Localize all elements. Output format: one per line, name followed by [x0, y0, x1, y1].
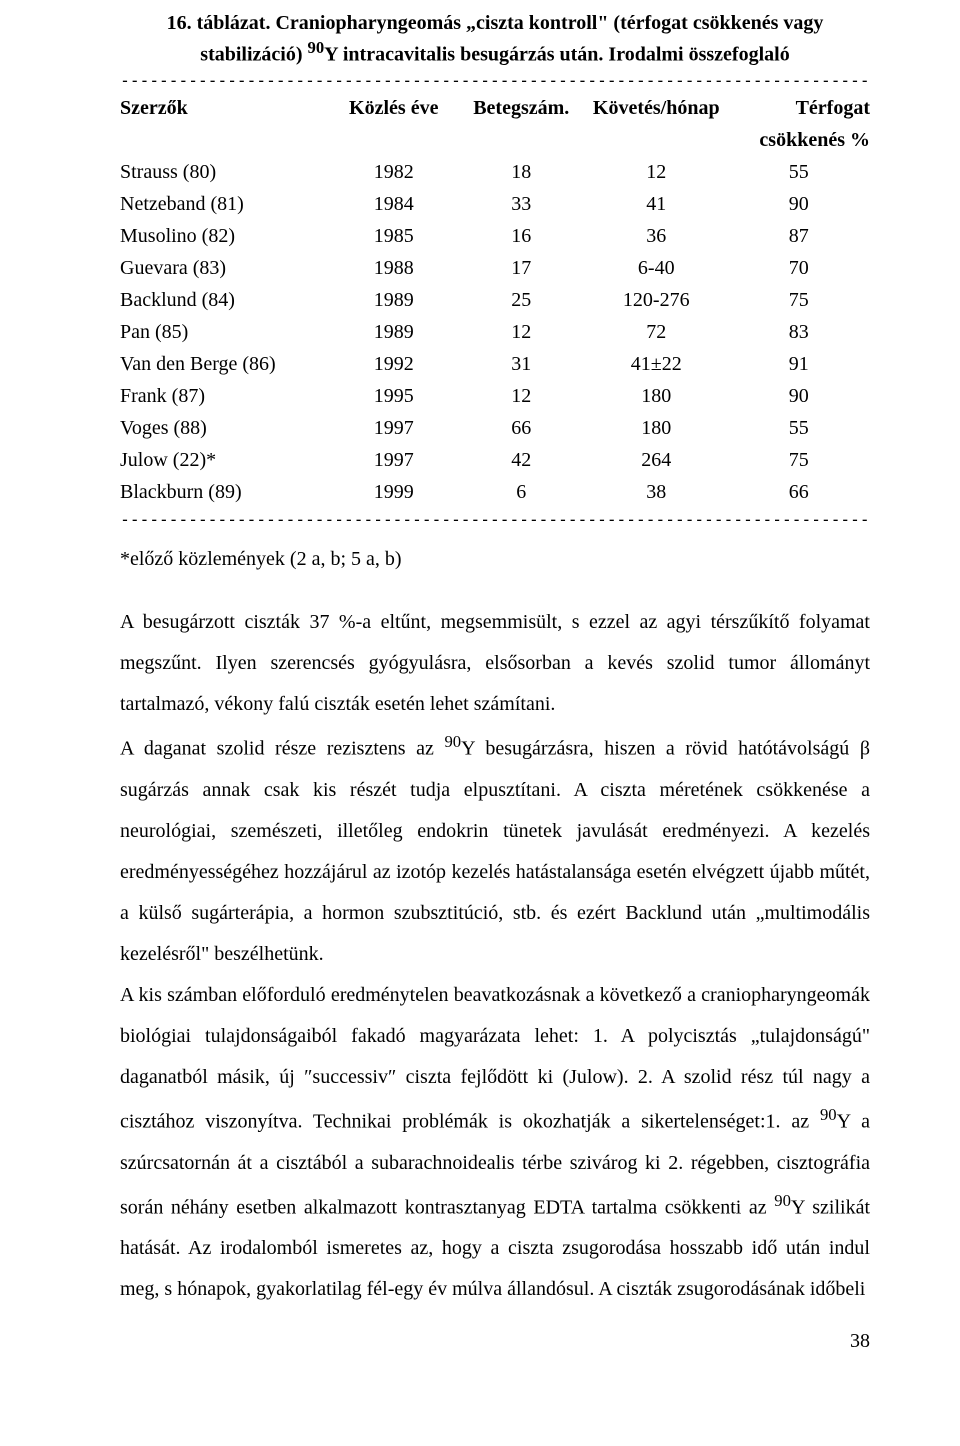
para3-part-a: A kis számban előforduló eredménytelen b…: [120, 984, 870, 1133]
cell-year: 1995: [330, 380, 458, 412]
cell-follow: 36: [585, 220, 728, 252]
cell-author: Pan (85): [120, 316, 330, 348]
body-paragraph-2: A daganat szolid része rezisztens az 90Y…: [120, 725, 870, 975]
cell-shrink: 75: [728, 444, 871, 476]
para3-sup2: 90: [774, 1191, 791, 1210]
cell-n: 6: [458, 476, 586, 508]
para2-part-a: A daganat szolid része rezisztens az: [120, 738, 444, 760]
cell-follow: 180: [585, 412, 728, 444]
table-row: Blackburn (89)199963866: [120, 476, 870, 508]
table-row: Frank (87)19951218090: [120, 380, 870, 412]
cell-year: 1988: [330, 252, 458, 284]
col-header-follow: Követés/hónap: [585, 92, 728, 125]
para2-sup1: 90: [444, 732, 461, 751]
divider-line-bottom: ----------------------------------------…: [120, 510, 870, 530]
table-row: Musolino (82)1985163687: [120, 220, 870, 252]
cell-follow: 180: [585, 380, 728, 412]
caption-line2-before: stabilizáció): [200, 44, 307, 66]
col-header-n: Betegszám.: [458, 92, 586, 125]
cell-shrink: 90: [728, 380, 871, 412]
literature-table: Szerzők Közlés éve Betegszám. Követés/hó…: [120, 92, 870, 508]
table-row: Guevara (83)1988176-4070: [120, 252, 870, 284]
cell-shrink: 70: [728, 252, 871, 284]
cell-year: 1989: [330, 284, 458, 316]
col-header-author: Szerzők: [120, 92, 330, 125]
cell-shrink: 91: [728, 348, 871, 380]
cell-shrink: 55: [728, 412, 871, 444]
col-header-shrink-l1: Térfogat: [728, 92, 871, 125]
cell-author: Guevara (83): [120, 252, 330, 284]
cell-shrink: 83: [728, 316, 871, 348]
table-header-row: Szerzők Közlés éve Betegszám. Követés/hó…: [120, 92, 870, 125]
cell-shrink: 75: [728, 284, 871, 316]
cell-year: 1992: [330, 348, 458, 380]
cell-year: 1997: [330, 444, 458, 476]
table-row: Netzeband (81)1984334190: [120, 188, 870, 220]
cell-author: Backlund (84): [120, 284, 330, 316]
table-row: Julow (22)*19974226475: [120, 444, 870, 476]
cell-author: Van den Berge (86): [120, 348, 330, 380]
cell-follow: 41: [585, 188, 728, 220]
cell-n: 12: [458, 380, 586, 412]
cell-author: Strauss (80): [120, 156, 330, 188]
cell-n: 12: [458, 316, 586, 348]
cell-n: 18: [458, 156, 586, 188]
cell-n: 17: [458, 252, 586, 284]
cell-shrink: 87: [728, 220, 871, 252]
cell-year: 1984: [330, 188, 458, 220]
cell-shrink: 66: [728, 476, 871, 508]
cell-follow: 264: [585, 444, 728, 476]
cell-follow: 38: [585, 476, 728, 508]
page-number: 38: [120, 1326, 870, 1356]
cell-shrink: 90: [728, 188, 871, 220]
cell-year: 1985: [330, 220, 458, 252]
cell-author: Blackburn (89): [120, 476, 330, 508]
table-row: Backlund (84)198925120-27675: [120, 284, 870, 316]
cell-year: 1982: [330, 156, 458, 188]
cell-follow: 6-40: [585, 252, 728, 284]
cell-follow: 120-276: [585, 284, 728, 316]
cell-author: Voges (88): [120, 412, 330, 444]
cell-n: 31: [458, 348, 586, 380]
cell-author: Netzeband (81): [120, 188, 330, 220]
table-caption: 16. táblázat. Craniopharyngeomás „ciszta…: [120, 10, 870, 69]
table-row: Voges (88)19976618055: [120, 412, 870, 444]
col-header-year: Közlés éve: [330, 92, 458, 125]
col-header-shrink-l2: csökkenés %: [728, 125, 871, 156]
table-footnote: *előző közlemények (2 a, b; 5 a, b): [120, 544, 870, 574]
caption-sup: 90: [308, 38, 325, 57]
table-row: Van den Berge (86)19923141±2291: [120, 348, 870, 380]
cell-n: 33: [458, 188, 586, 220]
body-paragraph-1: A besugárzott ciszták 37 %-a eltűnt, meg…: [120, 602, 870, 725]
cell-follow: 12: [585, 156, 728, 188]
cell-year: 1997: [330, 412, 458, 444]
cell-shrink: 55: [728, 156, 871, 188]
divider-line: ----------------------------------------…: [120, 71, 870, 91]
table-row: Strauss (80)1982181255: [120, 156, 870, 188]
cell-follow: 72: [585, 316, 728, 348]
cell-n: 66: [458, 412, 586, 444]
para2-part-b: Y besugárzásra, hiszen a rövid hatótávol…: [120, 738, 870, 965]
cell-n: 16: [458, 220, 586, 252]
cell-n: 42: [458, 444, 586, 476]
para3-sup1: 90: [820, 1105, 837, 1124]
body-paragraph-3: A kis számban előforduló eredménytelen b…: [120, 975, 870, 1310]
caption-line2-after: Y intracavitalis besugárzás után. Irodal…: [324, 44, 790, 66]
cell-year: 1989: [330, 316, 458, 348]
cell-author: Julow (22)*: [120, 444, 330, 476]
cell-author: Frank (87): [120, 380, 330, 412]
caption-line1: 16. táblázat. Craniopharyngeomás „ciszta…: [167, 12, 824, 34]
table-row: Pan (85)1989127283: [120, 316, 870, 348]
cell-follow: 41±22: [585, 348, 728, 380]
table-header-subrow: csökkenés %: [120, 125, 870, 156]
cell-n: 25: [458, 284, 586, 316]
cell-year: 1999: [330, 476, 458, 508]
cell-author: Musolino (82): [120, 220, 330, 252]
